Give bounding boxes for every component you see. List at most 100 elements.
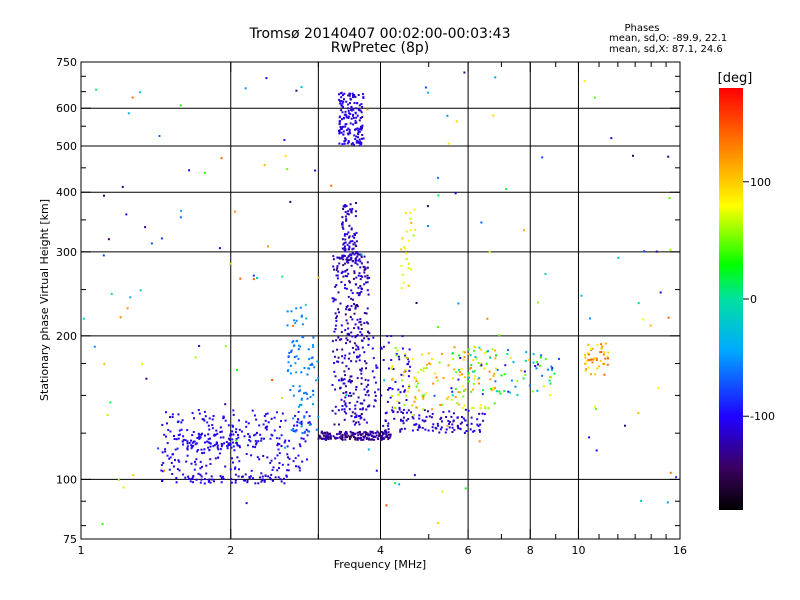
data-point: [382, 359, 385, 361]
data-point: [210, 475, 213, 478]
data-point: [416, 428, 419, 431]
data-point: [194, 460, 196, 463]
data-point: [353, 351, 355, 354]
data-point: [233, 449, 236, 452]
data-point: [352, 116, 355, 119]
data-point: [352, 243, 355, 246]
data-point: [452, 358, 455, 360]
data-point: [400, 373, 403, 376]
data-point: [472, 383, 475, 385]
data-point: [462, 395, 465, 398]
data-point: [451, 390, 454, 393]
data-point: [593, 357, 596, 360]
data-point: [305, 411, 308, 414]
data-point: [222, 477, 225, 480]
data-point: [234, 431, 237, 434]
data-point: [344, 433, 347, 436]
data-point: [479, 430, 481, 433]
data-point: [342, 264, 345, 267]
data-point: [252, 274, 255, 277]
data-point: [220, 481, 223, 484]
data-point: [427, 352, 430, 355]
data-point: [354, 404, 357, 407]
data-point: [405, 394, 408, 397]
data-point: [303, 416, 306, 419]
data-point: [591, 361, 594, 364]
data-point: [343, 378, 346, 381]
data-point: [336, 267, 339, 270]
data-point: [220, 430, 223, 433]
data-point: [537, 363, 539, 366]
data-point: [360, 328, 363, 330]
data-point: [237, 433, 239, 436]
data-point: [248, 436, 251, 439]
data-point: [336, 315, 338, 318]
data-point: [365, 385, 368, 388]
data-point: [482, 389, 485, 392]
data-point: [479, 407, 482, 410]
data-point: [254, 433, 257, 436]
data-point: [119, 316, 122, 319]
data-point: [301, 432, 304, 434]
data-point: [460, 368, 463, 370]
data-point: [454, 396, 457, 398]
data-point: [448, 426, 451, 429]
data-point: [410, 221, 413, 224]
data-point: [402, 374, 405, 377]
data-point: [360, 111, 363, 114]
data-point: [413, 423, 416, 426]
data-point: [325, 436, 328, 439]
data-point: [391, 395, 394, 397]
data-point: [232, 409, 235, 412]
data-point: [365, 431, 368, 434]
data-point: [341, 143, 344, 146]
data-point: [407, 262, 410, 265]
data-point: [469, 367, 471, 370]
data-point: [250, 469, 253, 472]
data-point: [516, 393, 519, 396]
phase-stats-heading: Phases: [624, 23, 659, 34]
data-point: [255, 418, 258, 421]
data-point: [355, 283, 357, 286]
data-point: [260, 439, 263, 442]
data-point: [347, 127, 350, 130]
data-point: [336, 274, 339, 277]
data-point: [348, 352, 351, 355]
data-point: [315, 379, 318, 382]
data-point: [411, 416, 414, 418]
data-point: [389, 433, 392, 436]
data-point: [162, 470, 164, 473]
data-point: [357, 326, 360, 329]
data-point: [294, 430, 297, 433]
data-point: [190, 444, 193, 447]
data-point: [340, 338, 343, 341]
data-point: [287, 355, 290, 358]
data-point: [107, 238, 110, 241]
data-point: [265, 428, 268, 431]
data-point: [372, 336, 375, 339]
data-point: [306, 458, 308, 461]
data-point: [229, 434, 232, 437]
data-point: [584, 356, 587, 359]
data-point: [366, 266, 369, 269]
data-point: [238, 446, 241, 449]
data-point: [363, 360, 366, 363]
data-point: [304, 391, 307, 394]
data-point: [359, 433, 362, 435]
data-point: [414, 228, 416, 231]
data-point: [341, 238, 344, 241]
data-point: [345, 337, 348, 340]
data-point: [343, 248, 346, 251]
data-point: [363, 312, 366, 314]
data-point: [272, 479, 274, 482]
data-point: [668, 197, 671, 200]
data-point: [358, 354, 361, 357]
data-point: [270, 459, 273, 462]
data-point: [408, 384, 411, 387]
data-point: [198, 345, 201, 347]
data-point: [349, 102, 351, 105]
data-point: [311, 362, 313, 365]
data-point: [103, 362, 106, 365]
data-point: [316, 360, 319, 363]
data-point: [322, 437, 325, 440]
